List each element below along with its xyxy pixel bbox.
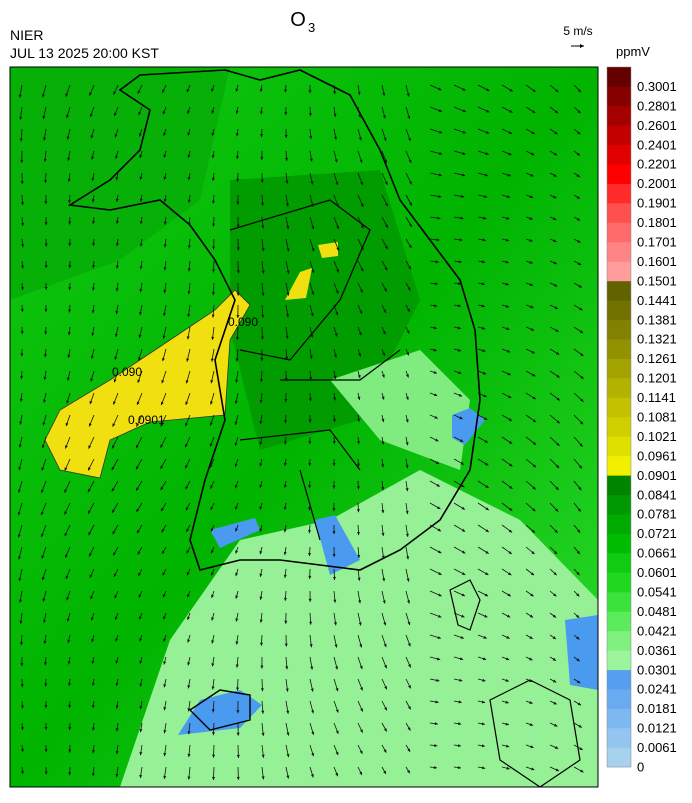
color-swatch bbox=[607, 320, 631, 340]
color-swatch bbox=[607, 573, 631, 593]
wind-scale-arrowhead bbox=[580, 44, 584, 48]
color-swatch bbox=[607, 748, 631, 768]
colorbar-label: 0.0181 bbox=[637, 701, 677, 716]
colorbar-label: 0.0661 bbox=[637, 546, 677, 561]
contour-label: 0.090 bbox=[228, 315, 258, 329]
colorbar-label: 0.1501 bbox=[637, 273, 677, 288]
colorbar-label: 0.1901 bbox=[637, 196, 677, 211]
color-swatch bbox=[607, 86, 631, 106]
colorbar-label: 0.1201 bbox=[637, 371, 677, 386]
colorbar-label: 0.0301 bbox=[637, 662, 677, 677]
color-swatch bbox=[607, 417, 631, 437]
colorbar-label: 0.1081 bbox=[637, 410, 677, 425]
ozone-low-area bbox=[565, 615, 598, 690]
colorbar-label: 0.1021 bbox=[637, 429, 677, 444]
colorbar-label: 0.1321 bbox=[637, 332, 677, 347]
colorbar-label: 0.0361 bbox=[637, 643, 677, 658]
colorbar-label: 0.1601 bbox=[637, 254, 677, 269]
colorbar-label: 0.0241 bbox=[637, 682, 677, 697]
colorbar-label: 0.0781 bbox=[637, 507, 677, 522]
color-swatch bbox=[607, 378, 631, 398]
color-swatch bbox=[607, 281, 631, 301]
colorbar-label: 0.0901 bbox=[637, 468, 677, 483]
colorbar-label: 0.2001 bbox=[637, 176, 677, 191]
map-area: 0.090 0.090 0.0901 bbox=[10, 67, 598, 787]
color-swatch bbox=[607, 553, 631, 573]
wind-scale: 5 m/s bbox=[563, 24, 592, 38]
contour-label: 0.090 bbox=[112, 365, 142, 379]
agency: NIER bbox=[10, 27, 43, 43]
colorbar-label: 0.0121 bbox=[637, 721, 677, 736]
color-swatch bbox=[607, 456, 631, 476]
color-swatch bbox=[607, 339, 631, 359]
color-swatch bbox=[607, 164, 631, 184]
color-swatch bbox=[607, 242, 631, 262]
color-swatch bbox=[607, 631, 631, 651]
color-swatch bbox=[607, 689, 631, 709]
color-swatch bbox=[607, 650, 631, 670]
colorbar-label: 0.0061 bbox=[637, 740, 677, 755]
color-swatch bbox=[607, 728, 631, 748]
colorbar-label: 0.0961 bbox=[637, 448, 677, 463]
colorbar-label: 0.2801 bbox=[637, 98, 677, 113]
colorbar-label: 0.1261 bbox=[637, 351, 677, 366]
color-swatch bbox=[607, 300, 631, 320]
datetime: JUL 13 2025 20:00 KST bbox=[10, 45, 159, 61]
color-swatch bbox=[607, 495, 631, 515]
colorbar-label: 0.3001 bbox=[637, 79, 677, 94]
color-swatch bbox=[607, 261, 631, 281]
colorbar-label: 0.0481 bbox=[637, 604, 677, 619]
color-swatch bbox=[607, 359, 631, 379]
colorbar-label: 0.1441 bbox=[637, 293, 677, 308]
colorbar-label: 0.0841 bbox=[637, 487, 677, 502]
color-swatch bbox=[607, 398, 631, 418]
colorbar-label: 0.0601 bbox=[637, 565, 677, 580]
title-subscript: 3 bbox=[308, 20, 315, 35]
unit: ppmV bbox=[616, 44, 650, 59]
color-swatch bbox=[607, 611, 631, 631]
colorbar-label: 0.0421 bbox=[637, 623, 677, 638]
colorbar-label: 0.1141 bbox=[637, 390, 676, 405]
color-swatch bbox=[607, 106, 631, 126]
colorbar-label: 0.0541 bbox=[637, 585, 677, 600]
color-swatch bbox=[607, 203, 631, 223]
color-swatch bbox=[607, 436, 631, 456]
color-swatch bbox=[607, 534, 631, 554]
color-swatch bbox=[607, 592, 631, 612]
colorbar-label: 0.0721 bbox=[637, 526, 677, 541]
colorbar-label: 0.2401 bbox=[637, 137, 677, 152]
color-swatch bbox=[607, 670, 631, 690]
colorbar-label: 0.2601 bbox=[637, 118, 677, 133]
color-swatch bbox=[607, 184, 631, 204]
color-swatch bbox=[607, 125, 631, 145]
colorbar-label: 0.1381 bbox=[637, 312, 677, 327]
color-swatch bbox=[607, 67, 631, 87]
title: O bbox=[290, 9, 306, 31]
colorbar-label: 0.1701 bbox=[637, 235, 677, 250]
colorbar: 0 0.0061 0.0121 0.0181 0.0241 0.0301 0.0361 0.0… bbox=[607, 67, 677, 775]
colorbar-label: 0.2201 bbox=[637, 157, 677, 172]
colorbar-label: 0 bbox=[637, 760, 644, 775]
color-swatch bbox=[607, 145, 631, 165]
color-swatch bbox=[607, 709, 631, 729]
color-swatch bbox=[607, 223, 631, 243]
contour-label: 0.0901 bbox=[128, 413, 165, 427]
colorbar-label: 0.1801 bbox=[637, 215, 677, 230]
color-swatch bbox=[607, 514, 631, 534]
color-swatch bbox=[607, 475, 631, 495]
